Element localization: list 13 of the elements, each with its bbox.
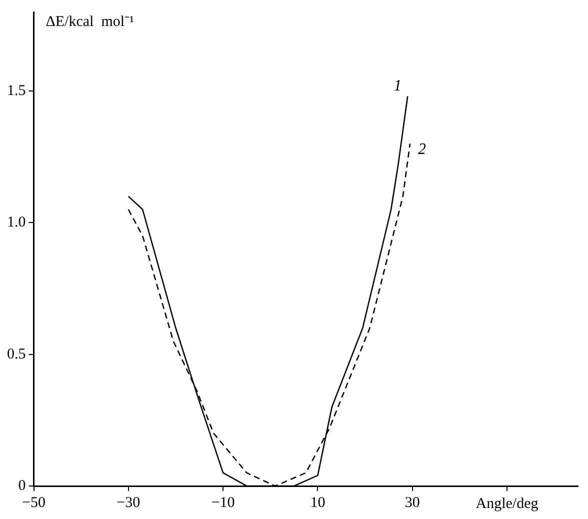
x-axis-title: Angle/deg	[476, 496, 539, 512]
series-label: 2	[418, 140, 426, 158]
y-axis-title: ΔE/kcal mol⁻¹	[46, 14, 134, 30]
series-label: 1	[394, 77, 402, 94]
y-tick-label: 1.0	[7, 214, 26, 231]
y-tick-label: 0.5	[7, 346, 26, 362]
x-tick-label: 10	[310, 494, 326, 511]
x-tick-label: −30	[116, 494, 140, 511]
y-tick-label: 1.5	[7, 82, 26, 99]
x-tick-label: −10	[211, 494, 235, 511]
y-tick-label: 0	[18, 478, 26, 494]
x-tick-label: −50	[22, 494, 46, 511]
x-tick-label: 30	[404, 494, 420, 511]
